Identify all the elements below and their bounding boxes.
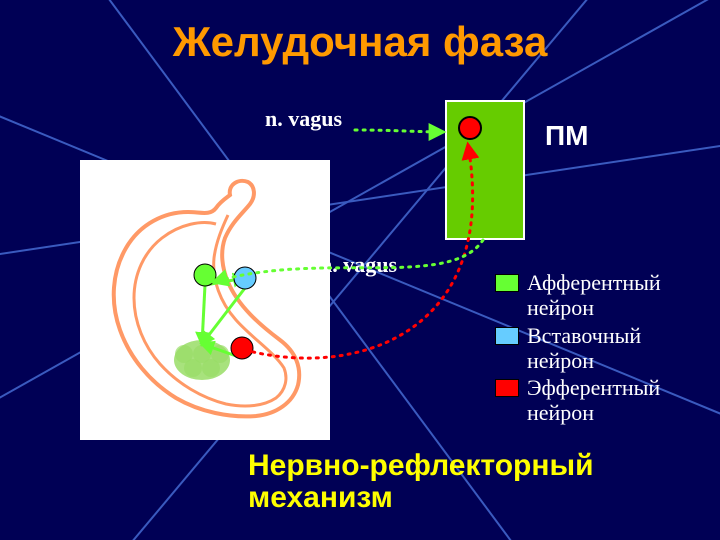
legend-text: Афферентныйнейрон <box>527 270 661 321</box>
mechanism-label: Нервно-рефлекторныймеханизм <box>248 450 594 513</box>
legend-swatch <box>495 379 519 397</box>
legend-item: Афферентныйнейрон <box>495 270 661 321</box>
legend-item: Эфферентныйнейрон <box>495 375 661 426</box>
legend-text: Вставочныйнейрон <box>527 323 641 374</box>
legend-swatch <box>495 327 519 345</box>
legend-item: Вставочныйнейрон <box>495 323 661 374</box>
legend-text: Эфферентныйнейрон <box>527 375 660 426</box>
legend-swatch <box>495 274 519 292</box>
legend: АфферентныйнейронВставочныйнейронЭфферен… <box>495 270 661 428</box>
